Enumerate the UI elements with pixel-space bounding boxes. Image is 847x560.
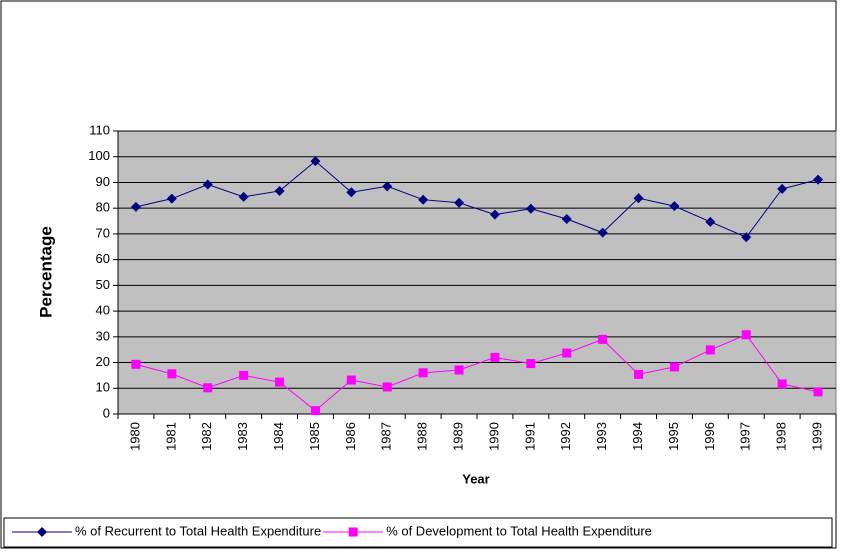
- data-point: [669, 201, 680, 212]
- data-point: [310, 156, 321, 167]
- data-point: [382, 181, 393, 192]
- data-point: [741, 330, 751, 340]
- x-tick-label: 1989: [450, 422, 465, 451]
- x-tick-label: 1995: [666, 422, 681, 451]
- data-point: [705, 216, 716, 227]
- y-tick-label: 60: [96, 251, 110, 266]
- x-tick-label: 1991: [522, 422, 537, 451]
- data-point: [454, 197, 465, 208]
- y-tick-label: 40: [96, 303, 110, 318]
- plot-area: [117, 130, 837, 415]
- data-point: [203, 383, 213, 393]
- data-point: [202, 179, 213, 190]
- x-tick-label: 1983: [235, 422, 250, 451]
- data-point: [238, 191, 249, 202]
- data-point: [562, 348, 572, 358]
- legend: % of Recurrent to Total Health Expenditu…: [3, 517, 833, 548]
- data-point: [633, 193, 644, 204]
- x-tick-label: 1984: [271, 422, 286, 451]
- data-point: [526, 359, 536, 369]
- x-tick-label: 1982: [199, 422, 214, 451]
- x-tick-label: 1997: [738, 422, 753, 451]
- data-point: [382, 382, 392, 392]
- data-point: [346, 187, 357, 198]
- x-tick-label: 1981: [163, 422, 178, 451]
- x-tick-label: 1988: [415, 422, 430, 451]
- x-tick-label: 1986: [343, 422, 358, 451]
- y-tick-label: 0: [103, 405, 110, 420]
- data-point: [346, 375, 356, 385]
- data-point: [418, 194, 429, 205]
- data-point: [813, 174, 824, 185]
- data-point: [167, 369, 177, 379]
- x-axis-title: Year: [462, 471, 489, 486]
- series-line: [135, 160, 819, 238]
- y-tick-label: 20: [96, 354, 110, 369]
- data-point: [454, 365, 464, 375]
- y-tick-label: 90: [96, 174, 110, 189]
- data-point: [310, 406, 320, 416]
- legend-label: % of Development to Total Health Expendi…: [386, 523, 652, 538]
- data-point: [634, 369, 644, 379]
- data-point: [597, 227, 608, 238]
- x-tick-label: 1999: [809, 422, 824, 451]
- series-line: [135, 334, 819, 412]
- y-tick-label: 100: [88, 148, 110, 163]
- x-tick-label: 1996: [702, 422, 717, 451]
- data-point: [561, 213, 572, 224]
- legend-marker: [348, 527, 358, 537]
- x-tick-label: 1990: [486, 422, 501, 451]
- y-tick-label: 10: [96, 380, 110, 395]
- x-tick-label: 1992: [558, 422, 573, 451]
- x-tick-label: 1993: [594, 422, 609, 451]
- data-point: [275, 377, 285, 387]
- data-point: [130, 201, 141, 212]
- y-tick-label: 80: [96, 200, 110, 215]
- y-axis-title: Percentage: [36, 226, 55, 318]
- data-point: [166, 193, 177, 204]
- data-point: [525, 203, 536, 214]
- legend-label: % of Recurrent to Total Health Expenditu…: [75, 523, 321, 538]
- x-tick-label: 1998: [774, 422, 789, 451]
- data-point: [669, 362, 679, 372]
- x-tick-label: 1987: [379, 422, 394, 451]
- y-tick-label: 110: [89, 122, 110, 137]
- data-point: [741, 232, 752, 243]
- data-point: [777, 183, 788, 194]
- data-point: [490, 352, 500, 362]
- y-tick-label: 50: [96, 277, 110, 292]
- data-point: [813, 387, 823, 397]
- data-point: [598, 334, 608, 344]
- x-tick-label: 1980: [127, 422, 142, 451]
- data-point: [274, 185, 285, 196]
- y-tick-label: 70: [96, 225, 110, 240]
- y-tick-label: 30: [96, 328, 110, 343]
- legend-box: [3, 517, 833, 548]
- data-point: [418, 368, 428, 378]
- data-point: [489, 209, 500, 220]
- legend-marker: [37, 527, 47, 537]
- data-point: [705, 345, 715, 355]
- data-point: [131, 359, 141, 369]
- x-tick-label: 1994: [630, 422, 645, 451]
- data-point: [777, 379, 787, 389]
- data-point: [239, 370, 249, 380]
- x-tick-label: 1985: [307, 422, 322, 451]
